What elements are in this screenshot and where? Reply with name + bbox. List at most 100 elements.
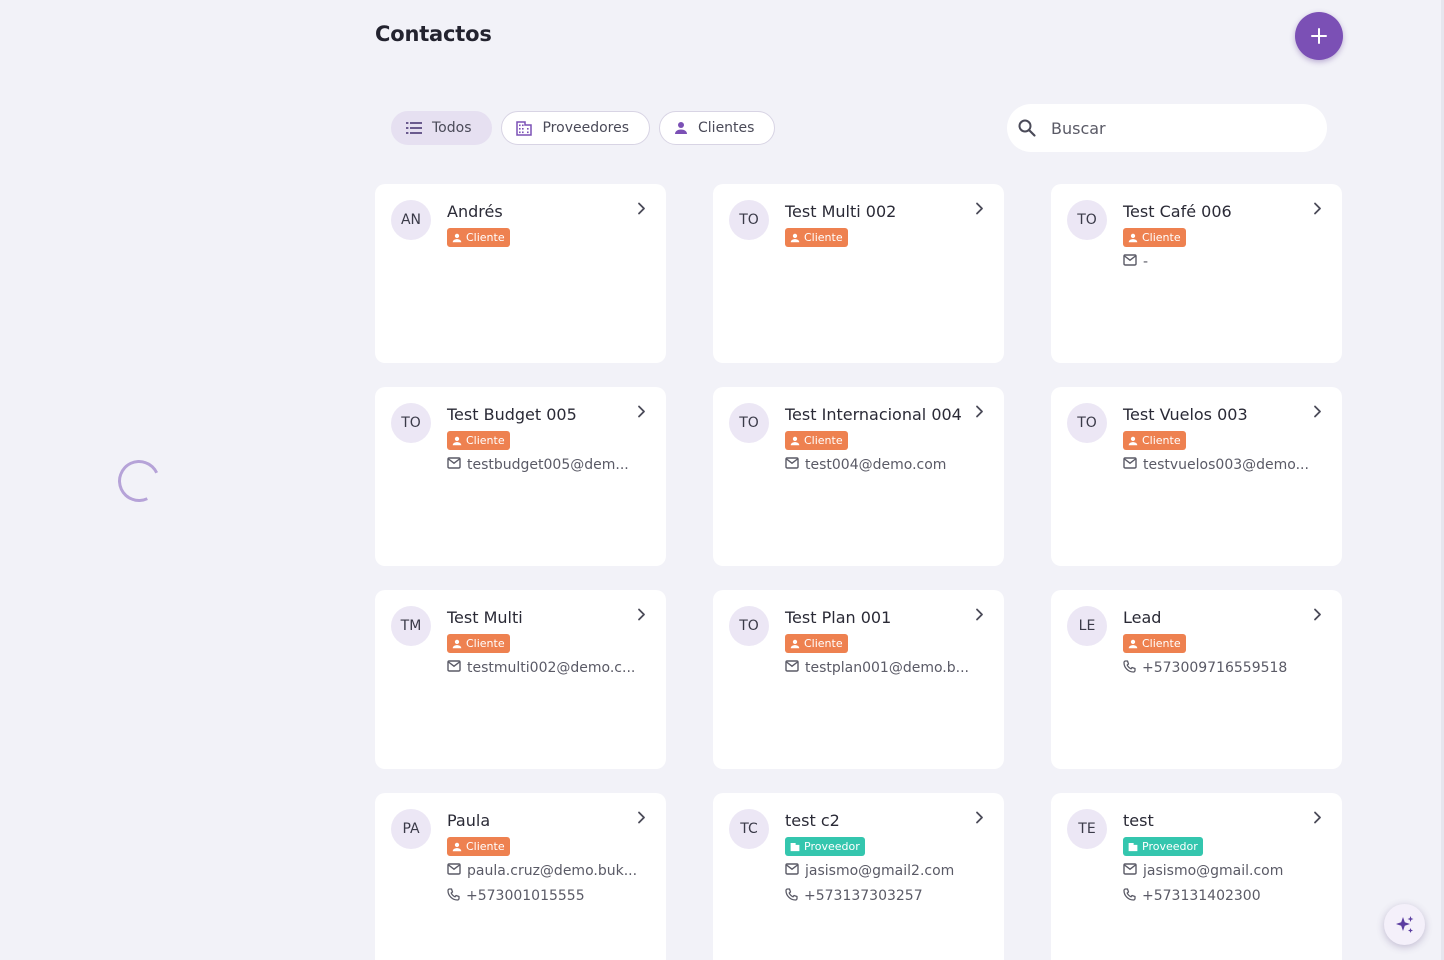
contact-card[interactable]: TO Test Vuelos 003 Cliente testvuelos003… [1051,387,1342,566]
chevron-right-icon[interactable] [975,608,984,621]
contact-card[interactable]: TC test c2 Proveedor jasismo@gmail2.com … [713,793,1004,960]
person-icon [790,436,800,446]
contact-info-text: testmulti002@demo.c... [467,660,636,676]
person-icon [790,233,800,243]
contact-info-text: jasismo@gmail.com [1143,863,1284,879]
contact-type-badge: Cliente [447,228,510,247]
badge-label: Cliente [1142,637,1181,650]
contact-card-body: Paula Cliente paula.cruz@demo.buk... +57… [447,811,647,906]
filter-chip-todos[interactable]: Todos [391,111,493,145]
filter-chip-clientes[interactable]: Clientes [659,111,776,145]
chevron-right-icon[interactable] [975,202,984,215]
avatar: AN [391,200,431,240]
contact-info-text: test004@demo.com [805,457,947,473]
contact-card[interactable]: TO Test Plan 001 Cliente testplan001@dem… [713,590,1004,769]
contact-email: testmulti002@demo.c... [447,658,647,678]
contact-email: testbudget005@dem... [447,455,647,475]
badge-label: Cliente [466,840,505,853]
filter-chip-proveedores[interactable]: Proveedores [501,111,651,145]
contact-info-text: +573131402300 [1142,888,1261,904]
contact-card[interactable]: TO Test Budget 005 Cliente testbudget005… [375,387,666,566]
building-icon [516,120,533,136]
badge-label: Proveedor [804,840,860,853]
person-icon [452,233,462,243]
chevron-right-icon[interactable] [637,811,646,824]
contact-info-text: +573001015555 [466,888,585,904]
person-icon [452,436,462,446]
chevron-right-icon[interactable] [637,608,646,621]
badge-label: Proveedor [1142,840,1198,853]
mail-icon [447,660,461,676]
badge-label: Cliente [804,637,843,650]
contact-info-text: - [1143,254,1149,270]
chevron-right-icon[interactable] [1313,202,1322,215]
mail-icon [447,863,461,879]
avatar: TO [729,606,769,646]
contact-card-body: Lead Cliente +573009716559518 [1123,608,1323,678]
contact-name: Test Vuelos 003 [1123,405,1248,424]
contact-info-text: +573009716559518 [1142,660,1288,676]
contact-card[interactable]: TO Test Multi 002 Cliente [713,184,1004,363]
add-contact-button[interactable] [1295,12,1343,60]
filter-chips: Todos Proveedores Clientes [391,111,776,145]
contact-name: Test Internacional 004 [785,405,962,424]
mail-icon [1123,457,1137,473]
filter-chip-label: Todos [432,120,472,136]
phone-icon [1123,887,1136,905]
avatar: TO [1067,403,1107,443]
chevron-right-icon[interactable] [1313,405,1322,418]
chevron-right-icon[interactable] [975,811,984,824]
list-icon [406,122,422,134]
chevron-right-icon[interactable] [1313,811,1322,824]
search-icon [1018,119,1036,137]
filter-chip-label: Proveedores [542,120,630,136]
chevron-right-icon[interactable] [637,405,646,418]
contact-name: Paula [447,811,491,830]
mail-icon [785,660,799,676]
avatar: TC [729,809,769,849]
phone-icon [1123,659,1136,677]
phone-icon [447,887,460,905]
contact-email: testplan001@demo.b... [785,658,985,678]
phone-icon [785,887,798,905]
contact-card[interactable]: TO Test Café 006 Cliente - [1051,184,1342,363]
contact-info-text: testbudget005@dem... [467,457,629,473]
scrollbar[interactable] [1441,0,1444,960]
contact-card-body: Test Plan 001 Cliente testplan001@demo.b… [785,608,985,678]
contact-card-body: test c2 Proveedor jasismo@gmail2.com +57… [785,811,985,906]
contact-name: Test Café 006 [1123,202,1232,221]
contact-type-badge: Proveedor [1123,837,1203,856]
contact-card[interactable]: TE test Proveedor jasismo@gmail.com +573… [1051,793,1342,960]
badge-label: Cliente [804,231,843,244]
contact-card[interactable]: LE Lead Cliente +573009716559518 [1051,590,1342,769]
sparkle-icon [1395,915,1413,933]
contact-card[interactable]: PA Paula Cliente paula.cruz@demo.buk... … [375,793,666,960]
contact-phone: +573131402300 [1123,886,1323,906]
avatar: TO [729,200,769,240]
contact-card-body: test Proveedor jasismo@gmail.com +573131… [1123,811,1323,906]
page-title: Contactos [375,22,492,46]
contact-email: paula.cruz@demo.buk... [447,861,647,881]
chevron-right-icon[interactable] [975,405,984,418]
contact-phone: +573009716559518 [1123,658,1323,678]
contact-type-badge: Cliente [785,431,848,450]
contact-info-text: testvuelos003@demo... [1143,457,1309,473]
avatar: TO [1067,200,1107,240]
building-icon [1128,842,1138,852]
contact-grid: AN Andrés Cliente TO Test Multi 002 Clie… [375,184,1342,960]
search-input[interactable] [1051,118,1291,138]
contact-card[interactable]: AN Andrés Cliente [375,184,666,363]
contact-card[interactable]: TM Test Multi Cliente testmulti002@demo.… [375,590,666,769]
chevron-right-icon[interactable] [637,202,646,215]
contact-name: Test Plan 001 [785,608,892,627]
contact-card-body: Test Internacional 004 Cliente test004@d… [785,405,985,475]
person-icon [452,639,462,649]
contact-card[interactable]: TO Test Internacional 004 Cliente test00… [713,387,1004,566]
chevron-right-icon[interactable] [1313,608,1322,621]
avatar: LE [1067,606,1107,646]
contact-card-body: Test Budget 005 Cliente testbudget005@de… [447,405,647,475]
mail-icon [785,457,799,473]
contact-type-badge: Cliente [447,431,510,450]
avatar: TO [391,403,431,443]
ai-assistant-button[interactable] [1384,904,1425,945]
